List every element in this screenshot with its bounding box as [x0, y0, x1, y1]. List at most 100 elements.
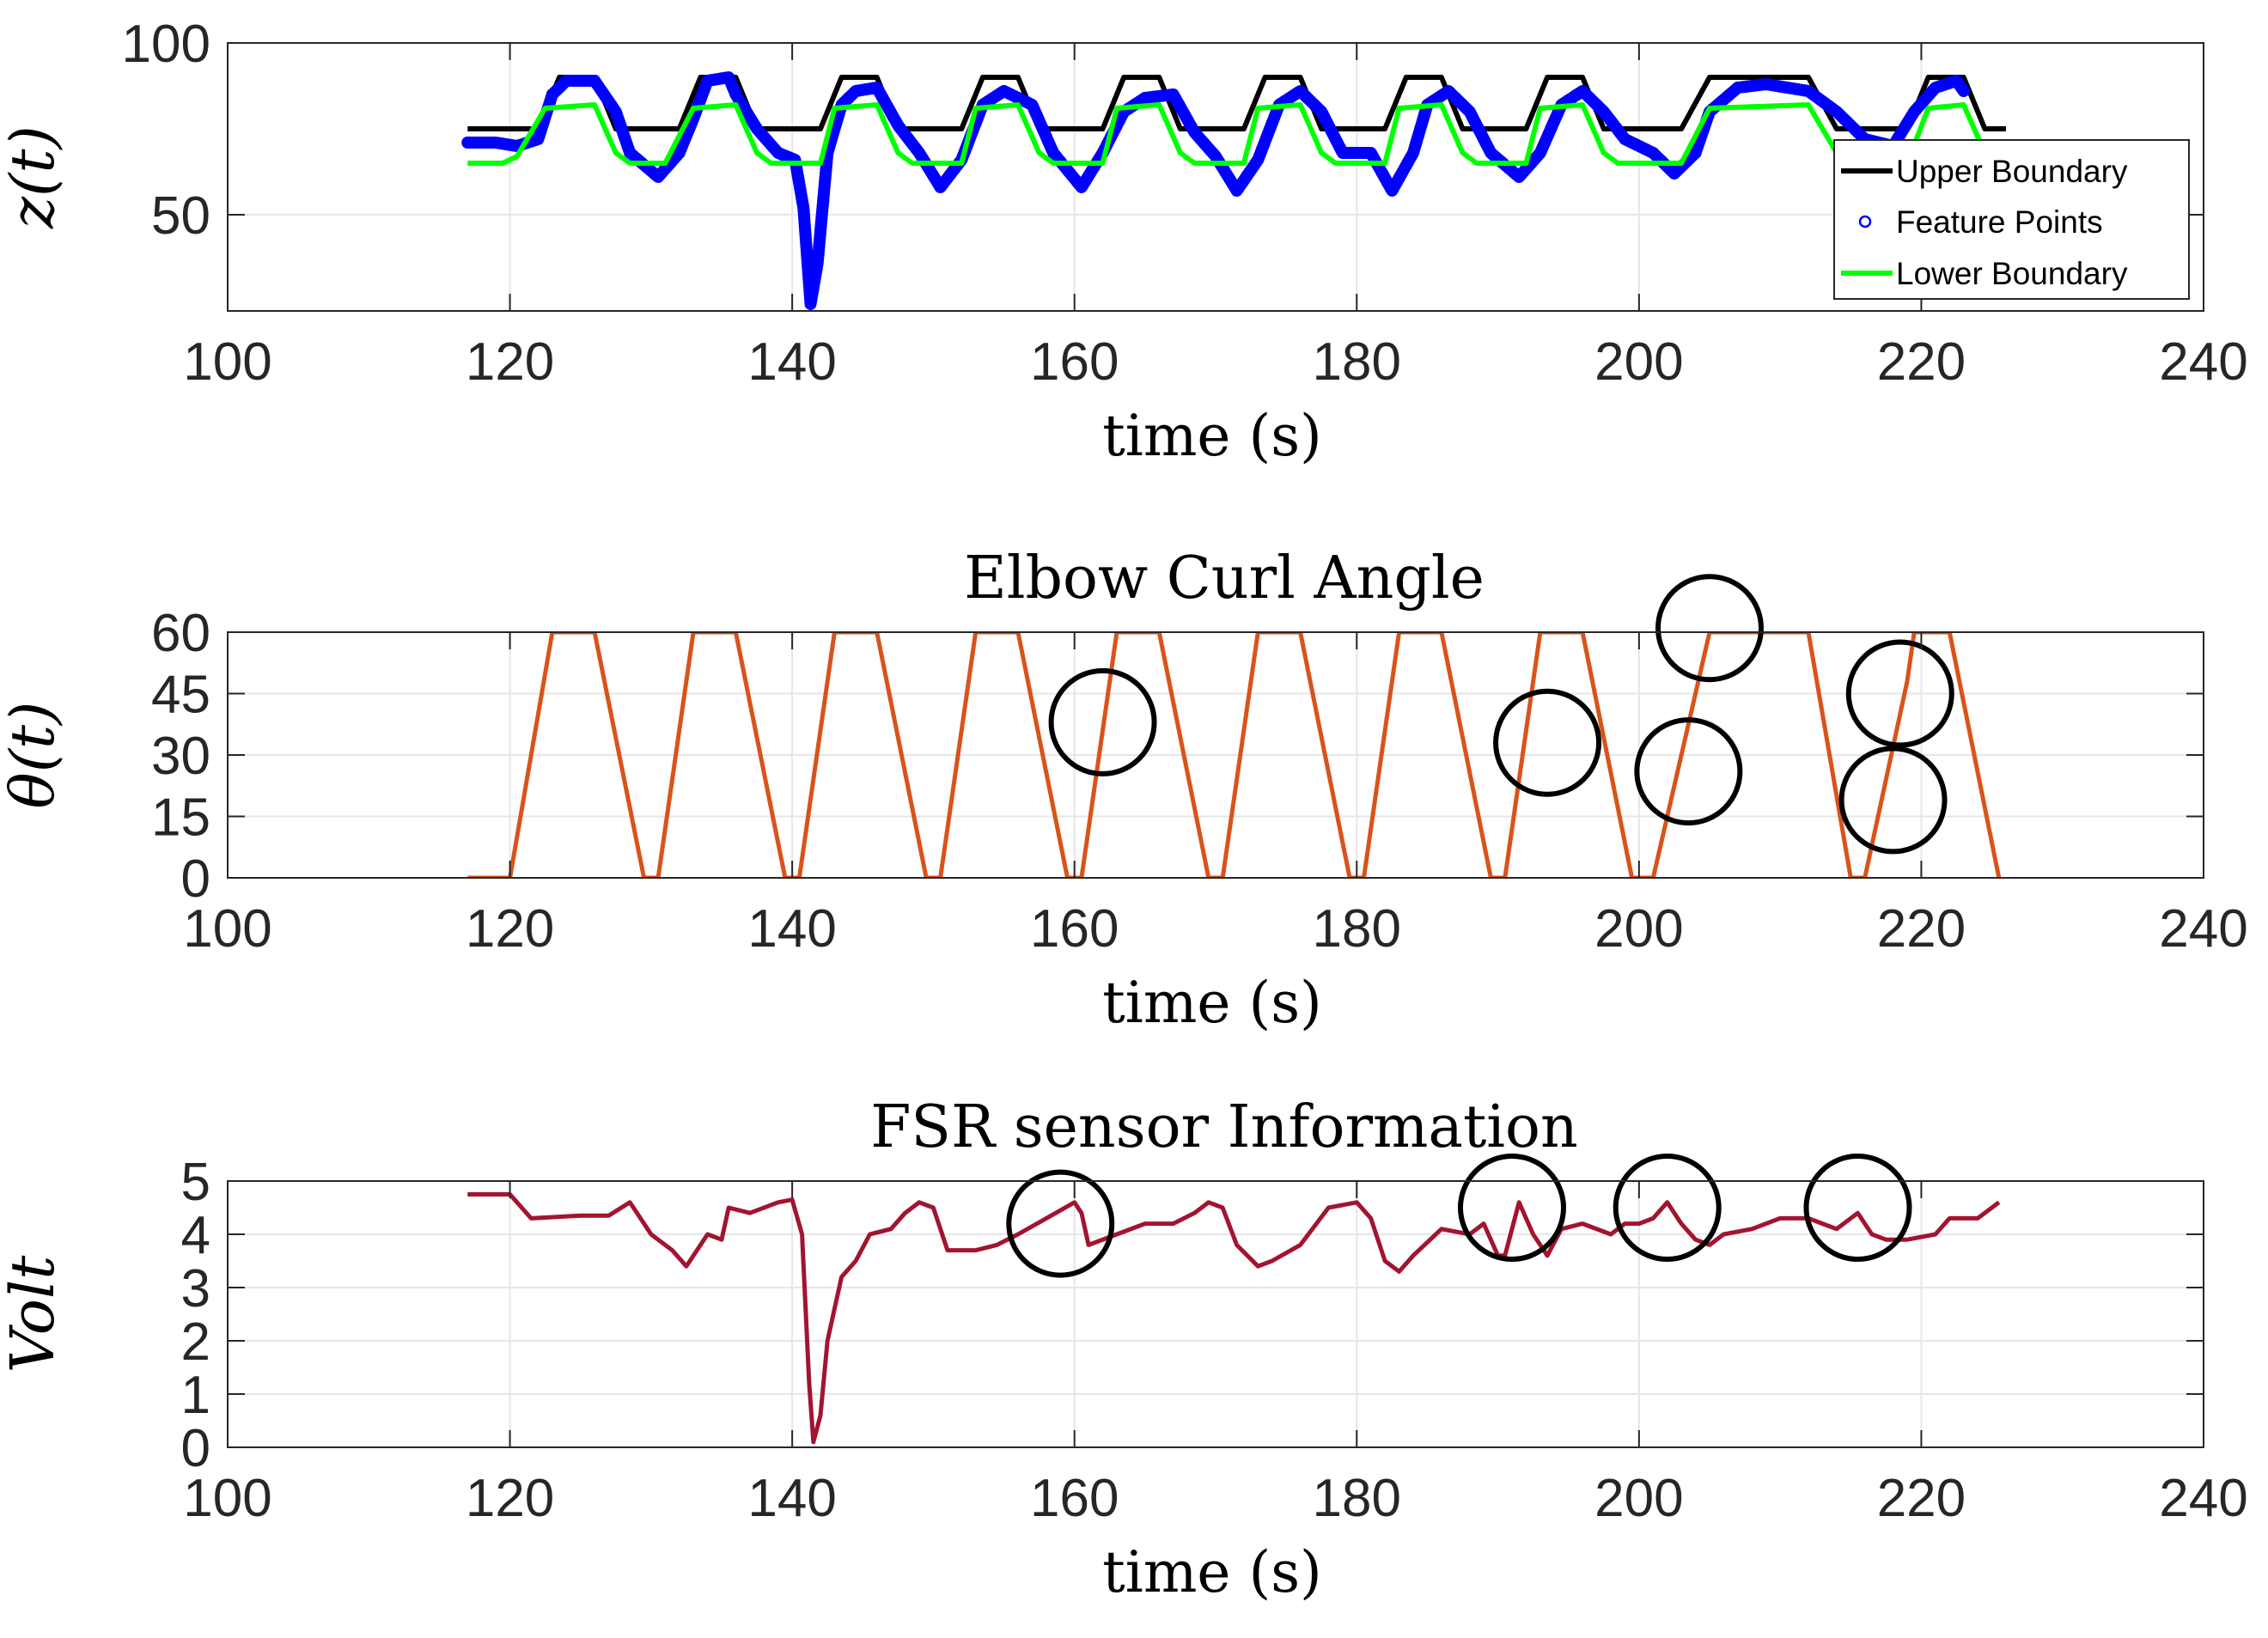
plot-area [228, 1181, 2204, 1447]
y-tick-label: 0 [181, 849, 210, 909]
legend-marker-feature-points [1858, 215, 1872, 228]
feature-point-marker [1147, 90, 1160, 103]
x-tick-label: 120 [466, 332, 554, 392]
y-axis-label: z(t) [0, 125, 68, 229]
feature-point-marker [850, 84, 863, 97]
feature-point-marker [1393, 172, 1405, 185]
annotation-circle [1838, 746, 1948, 855]
feature-point-marker [732, 93, 745, 106]
x-tick-label: 160 [1030, 899, 1119, 959]
feature-point-marker [1037, 124, 1050, 137]
axes-box [227, 1180, 2204, 1448]
data-layer [467, 1192, 2001, 1445]
x-tick-label: 180 [1313, 899, 1401, 959]
x-tick-label: 200 [1594, 899, 1683, 959]
feature-point-marker [1647, 147, 1660, 159]
x-tick-label: 120 [466, 899, 554, 959]
feature-point-marker [749, 120, 762, 133]
x-tick-label: 120 [466, 1469, 554, 1528]
feature-point-marker [1605, 114, 1617, 127]
x-tick-label: 160 [1030, 1469, 1119, 1528]
feature-point-marker [1206, 147, 1219, 160]
y-tick-label: 100 [122, 15, 210, 74]
x-tick-label: 100 [183, 332, 271, 392]
feature-point-marker [893, 121, 905, 134]
feature-point-marker [1842, 116, 1854, 129]
series-line-2 [467, 102, 1995, 166]
z-trajectory-panel: 100 120 140 160 180 200 220 240 50 100 time (s) z(t… [0, 15, 2248, 469]
feature-point-marker [1300, 90, 1313, 103]
feature-point-marker [910, 143, 923, 155]
panel-title: Elbow Curl Angle [964, 545, 1485, 612]
feature-point-marker [1731, 82, 1744, 94]
feature-point-marker [1952, 76, 1965, 89]
y-tick-label: 1 [181, 1366, 210, 1425]
legend-box [1833, 139, 2190, 300]
feature-point-marker [944, 168, 957, 181]
x-tick-label: 140 [747, 332, 836, 392]
x-axis-label: time (s) [1102, 970, 1322, 1036]
legend-entry: Lower Boundary [1896, 256, 2128, 291]
feature-point-marker [1689, 147, 1702, 159]
feature-point-marker [461, 137, 474, 149]
feature-point-marker [995, 87, 1008, 100]
x-tick-label: 200 [1594, 332, 1683, 392]
feature-point-marker [529, 134, 542, 147]
feature-point-marker [1028, 105, 1041, 118]
x-axis-label: time (s) [1102, 1539, 1322, 1605]
feature-point-marker [791, 169, 804, 182]
feature-point-marker [1308, 99, 1320, 111]
x-tick-label: 200 [1594, 1469, 1683, 1528]
x-tick-label: 160 [1030, 332, 1119, 392]
y-tick-label: 50 [151, 186, 210, 246]
x-tick-label: 220 [1877, 899, 1966, 959]
feature-point-marker [1071, 176, 1083, 188]
feature-point-marker [1901, 117, 1913, 130]
feature-point-marker [580, 75, 593, 87]
feature-point-marker [1579, 88, 1592, 100]
feature-point-marker [707, 73, 720, 86]
feature-point-marker [1825, 101, 1838, 114]
feature-point-marker [656, 166, 668, 179]
annotation-circle [1458, 1154, 1566, 1262]
feature-point-marker [1325, 125, 1338, 137]
axes-box [227, 42, 2204, 312]
feature-point-marker [1265, 117, 1278, 130]
feature-point-marker [1588, 95, 1600, 108]
feature-point-marker [1164, 88, 1177, 101]
annotation-circle [1006, 1169, 1115, 1278]
feature-point-marker [1850, 125, 1863, 137]
feature-point-marker [1613, 125, 1625, 138]
y-tick-label: 3 [181, 1259, 210, 1318]
legend-entry: Feature Points [1896, 204, 2103, 240]
feature-point-marker [1917, 94, 1930, 107]
y-tick-label: 45 [151, 666, 210, 725]
y-tick-label: 0 [181, 1419, 210, 1478]
x-tick-label: 180 [1313, 332, 1401, 392]
feature-point-marker [613, 118, 626, 131]
feature-point-marker [901, 131, 914, 144]
feature-point-marker [605, 99, 618, 112]
feature-point-marker [1190, 127, 1202, 140]
feature-point-marker [1198, 137, 1210, 150]
feature-point-marker [817, 193, 830, 206]
feature-point-marker [673, 147, 686, 159]
feature-point-marker [1833, 108, 1846, 121]
annotation-circle [1655, 574, 1764, 683]
feature-point-marker [698, 82, 711, 94]
feature-point-marker [622, 143, 635, 155]
feature-point-marker [1384, 182, 1397, 195]
feature-point-marker [723, 75, 736, 87]
feature-point-marker [986, 92, 999, 105]
feature-point-marker [1790, 82, 1803, 95]
feature-point-marker [800, 240, 813, 253]
feature-point-marker [766, 140, 779, 153]
feature-point-marker [1774, 80, 1787, 93]
annotation-circle [1845, 639, 1954, 748]
feature-point-marker [1452, 94, 1465, 107]
feature-point-marker [1401, 156, 1414, 169]
feature-point-marker [876, 91, 889, 104]
y-tick-label: 5 [181, 1153, 210, 1212]
feature-point-marker [597, 87, 609, 100]
